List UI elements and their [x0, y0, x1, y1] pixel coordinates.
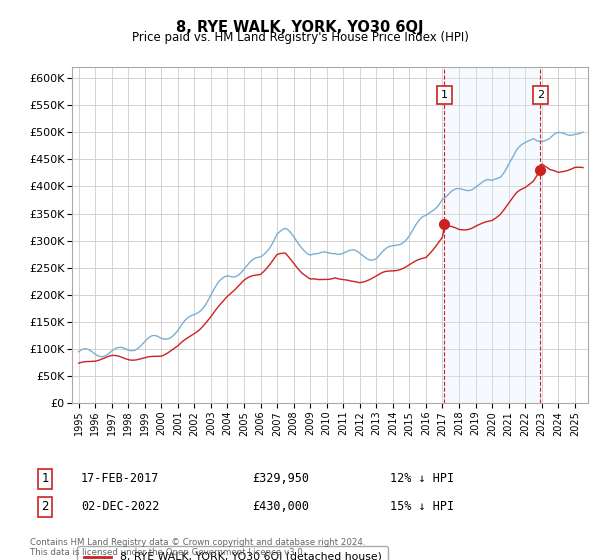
Text: 2: 2	[537, 90, 544, 100]
Text: £329,950: £329,950	[252, 472, 309, 486]
Text: Contains HM Land Registry data © Crown copyright and database right 2024.
This d: Contains HM Land Registry data © Crown c…	[30, 538, 365, 557]
Text: 15% ↓ HPI: 15% ↓ HPI	[390, 500, 454, 514]
Text: Price paid vs. HM Land Registry's House Price Index (HPI): Price paid vs. HM Land Registry's House …	[131, 31, 469, 44]
Bar	[445, 67, 541, 403]
Text: 8, RYE WALK, YORK, YO30 6QJ: 8, RYE WALK, YORK, YO30 6QJ	[176, 20, 424, 35]
Legend: 8, RYE WALK, YORK, YO30 6QJ (detached house), HPI: Average price, detached house: 8, RYE WALK, YORK, YO30 6QJ (detached ho…	[77, 546, 388, 560]
Text: 02-DEC-2022: 02-DEC-2022	[81, 500, 160, 514]
Text: 1: 1	[41, 472, 49, 486]
Text: 12% ↓ HPI: 12% ↓ HPI	[390, 472, 454, 486]
Text: 1: 1	[441, 90, 448, 100]
Text: 2: 2	[41, 500, 49, 514]
Text: 17-FEB-2017: 17-FEB-2017	[81, 472, 160, 486]
Text: £430,000: £430,000	[252, 500, 309, 514]
